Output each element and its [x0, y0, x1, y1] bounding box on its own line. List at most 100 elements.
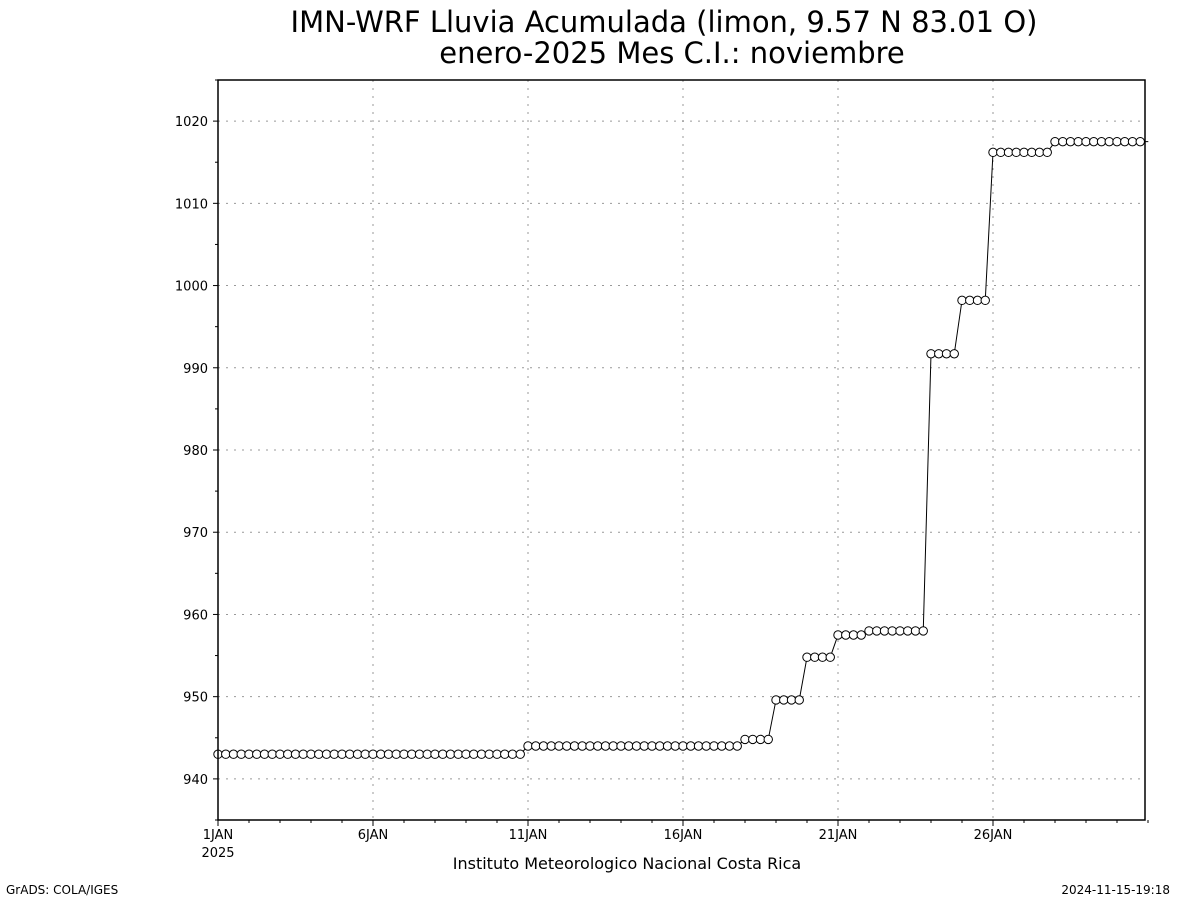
- data-point-3: [236, 749, 246, 759]
- y-tick-label-950: 950: [183, 691, 208, 706]
- data-point-117: [1120, 136, 1130, 147]
- data-point-8: [275, 749, 285, 759]
- data-point-1: [221, 749, 231, 759]
- data-point-81: [841, 630, 851, 640]
- data-point-62: [693, 741, 704, 751]
- data-point-11: [298, 749, 308, 759]
- x-tick-label-day-6: 6JAN: [358, 828, 389, 843]
- data-point-31: [453, 749, 463, 759]
- data-point-76: [802, 652, 812, 662]
- data-point-43: [546, 741, 556, 751]
- data-point-116: [1112, 136, 1122, 147]
- data-point-9: [283, 749, 293, 759]
- data-point-54: [631, 741, 642, 751]
- data-point-80: [833, 630, 843, 640]
- data-point-15: [329, 749, 339, 759]
- chart-subtitle: enero-2025 Mes C.I.: noviembre: [439, 36, 905, 70]
- data-point-65: [717, 741, 727, 751]
- data-point-49: [593, 741, 603, 751]
- data-point-56: [647, 741, 657, 751]
- data-point-89: [903, 626, 913, 636]
- data-point-91: [918, 626, 928, 636]
- data-point-10: [290, 749, 301, 759]
- data-point-111: [1073, 136, 1083, 147]
- data-point-73: [779, 695, 789, 705]
- y-tick-label-970: 970: [183, 526, 208, 541]
- y-tick-label-1020: 1020: [175, 115, 208, 130]
- data-point-90: [910, 626, 921, 636]
- data-point-70: [755, 734, 766, 745]
- data-point-78: [817, 652, 828, 662]
- data-point-102: [1003, 147, 1014, 158]
- data-point-69: [748, 734, 758, 745]
- plot-frame: [217, 79, 1146, 821]
- data-point-113: [1089, 136, 1099, 147]
- data-point-103: [1011, 147, 1021, 158]
- data-point-55: [639, 741, 649, 751]
- data-point-109: [1058, 136, 1068, 147]
- data-point-12: [306, 749, 316, 759]
- data-point-112: [1081, 136, 1091, 147]
- data-point-71: [763, 734, 773, 745]
- data-point-58: [662, 741, 673, 751]
- data-point-6: [259, 749, 270, 759]
- data-point-59: [670, 741, 680, 751]
- data-point-22: [383, 749, 394, 759]
- data-point-19: [360, 749, 370, 759]
- data-point-51: [608, 741, 618, 751]
- data-point-7: [267, 749, 277, 759]
- data-point-82: [848, 630, 859, 640]
- data-point-47: [577, 741, 587, 751]
- data-point-88: [895, 626, 905, 636]
- data-point-37: [500, 749, 510, 759]
- data-point-100: [988, 147, 998, 158]
- y-tick-label-940: 940: [183, 773, 208, 788]
- y-tick-label-1000: 1000: [175, 280, 208, 295]
- footer-right: 2024-11-15-19:18: [1061, 883, 1170, 897]
- data-point-41: [531, 741, 541, 751]
- data-point-32: [461, 749, 471, 759]
- data-point-97: [965, 295, 975, 306]
- data-point-50: [600, 741, 611, 751]
- data-point-52: [616, 741, 626, 751]
- data-point-26: [414, 749, 425, 759]
- data-point-92: [926, 349, 936, 359]
- y-tick-label-1010: 1010: [175, 197, 208, 212]
- data-point-72: [771, 695, 781, 705]
- data-point-87: [887, 626, 897, 636]
- x-axis: 1JAN 2025 6JAN 11JAN 16JAN 21JAN 26JAN: [201, 820, 1149, 861]
- y-tick-label-960: 960: [183, 608, 208, 623]
- x-tick-sublabel-day-1: 2025: [201, 846, 234, 861]
- y-tick-label-990: 990: [183, 362, 208, 377]
- x-tick-label-day-26: 26JAN: [974, 828, 1013, 843]
- data-point-61: [686, 741, 696, 751]
- data-point-14: [321, 749, 332, 759]
- data-point-93: [934, 349, 944, 359]
- data-point-98: [972, 295, 983, 306]
- data-point-99: [980, 295, 990, 306]
- data-point-48: [585, 741, 595, 751]
- data-point-106: [1034, 147, 1045, 158]
- data-point-94: [941, 349, 952, 359]
- data-point-45: [562, 741, 572, 751]
- footer-left: GrADS: COLA/IGES: [6, 883, 118, 897]
- data-point-115: [1104, 136, 1114, 147]
- data-point-53: [624, 741, 634, 751]
- data-point-38: [507, 749, 518, 759]
- data-point-114: [1096, 136, 1107, 147]
- data-point-83: [856, 630, 866, 640]
- data-point-105: [1027, 147, 1037, 158]
- data-point-40: [523, 741, 533, 751]
- chart-title: IMN-WRF Lluvia Acumulada (limon, 9.57 N …: [291, 5, 1038, 39]
- data-point-84: [864, 626, 874, 636]
- data-point-75: [794, 695, 804, 705]
- data-point-30: [445, 749, 456, 759]
- data-point-95: [949, 349, 959, 359]
- data-point-42: [538, 741, 549, 751]
- data-point-85: [872, 626, 882, 636]
- data-point-27: [422, 749, 432, 759]
- data-point-86: [879, 626, 890, 636]
- data-point-28: [430, 749, 440, 759]
- data-point-33: [469, 749, 479, 759]
